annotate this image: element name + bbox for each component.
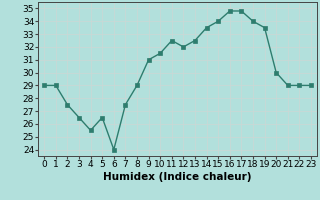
X-axis label: Humidex (Indice chaleur): Humidex (Indice chaleur) (103, 172, 252, 182)
